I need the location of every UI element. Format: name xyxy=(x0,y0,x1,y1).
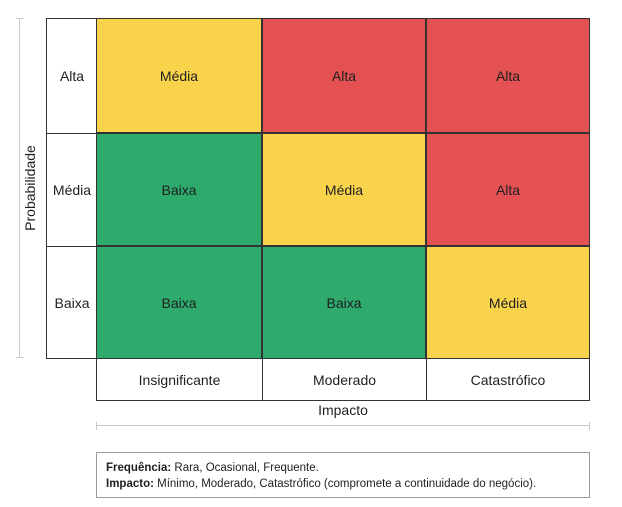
matrix-cell-media-catastrofico: Alta xyxy=(426,133,590,246)
matrix-cell-baixa-catastrofico: Média xyxy=(426,246,590,359)
matrix-cell-media-insignificante: Baixa xyxy=(96,133,262,246)
col-label-catastrofico: Catastrófico xyxy=(426,358,590,401)
legend-impact: Impacto: Mínimo, Moderado, Catastrófico … xyxy=(106,476,580,492)
col-label-insignificante: Insignificante xyxy=(96,358,262,401)
matrix-cell-baixa-insignificante: Baixa xyxy=(96,246,262,359)
matrix-cell-alta-catastrofico: Alta xyxy=(426,18,590,133)
col-label-moderado: Moderado xyxy=(262,358,426,401)
legend-impact-text: Mínimo, Moderado, Catastrófico (comprome… xyxy=(153,478,537,490)
matrix-cell-alta-insignificante: Média xyxy=(96,18,262,133)
row-label-alta: Alta xyxy=(46,18,97,133)
legend-frequency-label: Frequência: xyxy=(106,462,172,474)
y-axis-bracket xyxy=(16,18,28,358)
legend-box: Frequência: Rara, Ocasional, Frequente. … xyxy=(96,452,590,498)
y-axis-title: Probabilidade xyxy=(17,18,43,358)
matrix-cell-baixa-moderado: Baixa xyxy=(262,246,426,359)
x-axis-title: Impacto xyxy=(318,402,368,418)
legend-impact-label: Impacto: xyxy=(106,478,154,490)
matrix-cell-media-moderado: Média xyxy=(262,133,426,246)
row-label-media: Média xyxy=(46,133,97,246)
matrix-cell-alta-moderado: Alta xyxy=(262,18,426,133)
x-axis-bracket xyxy=(96,422,590,432)
y-axis-title-text: Probabilidade xyxy=(22,145,38,231)
row-label-baixa: Baixa xyxy=(46,246,97,359)
legend-frequency: Frequência: Rara, Ocasional, Frequente. xyxy=(106,460,580,476)
legend-frequency-text: Rara, Ocasional, Frequente. xyxy=(171,462,319,474)
